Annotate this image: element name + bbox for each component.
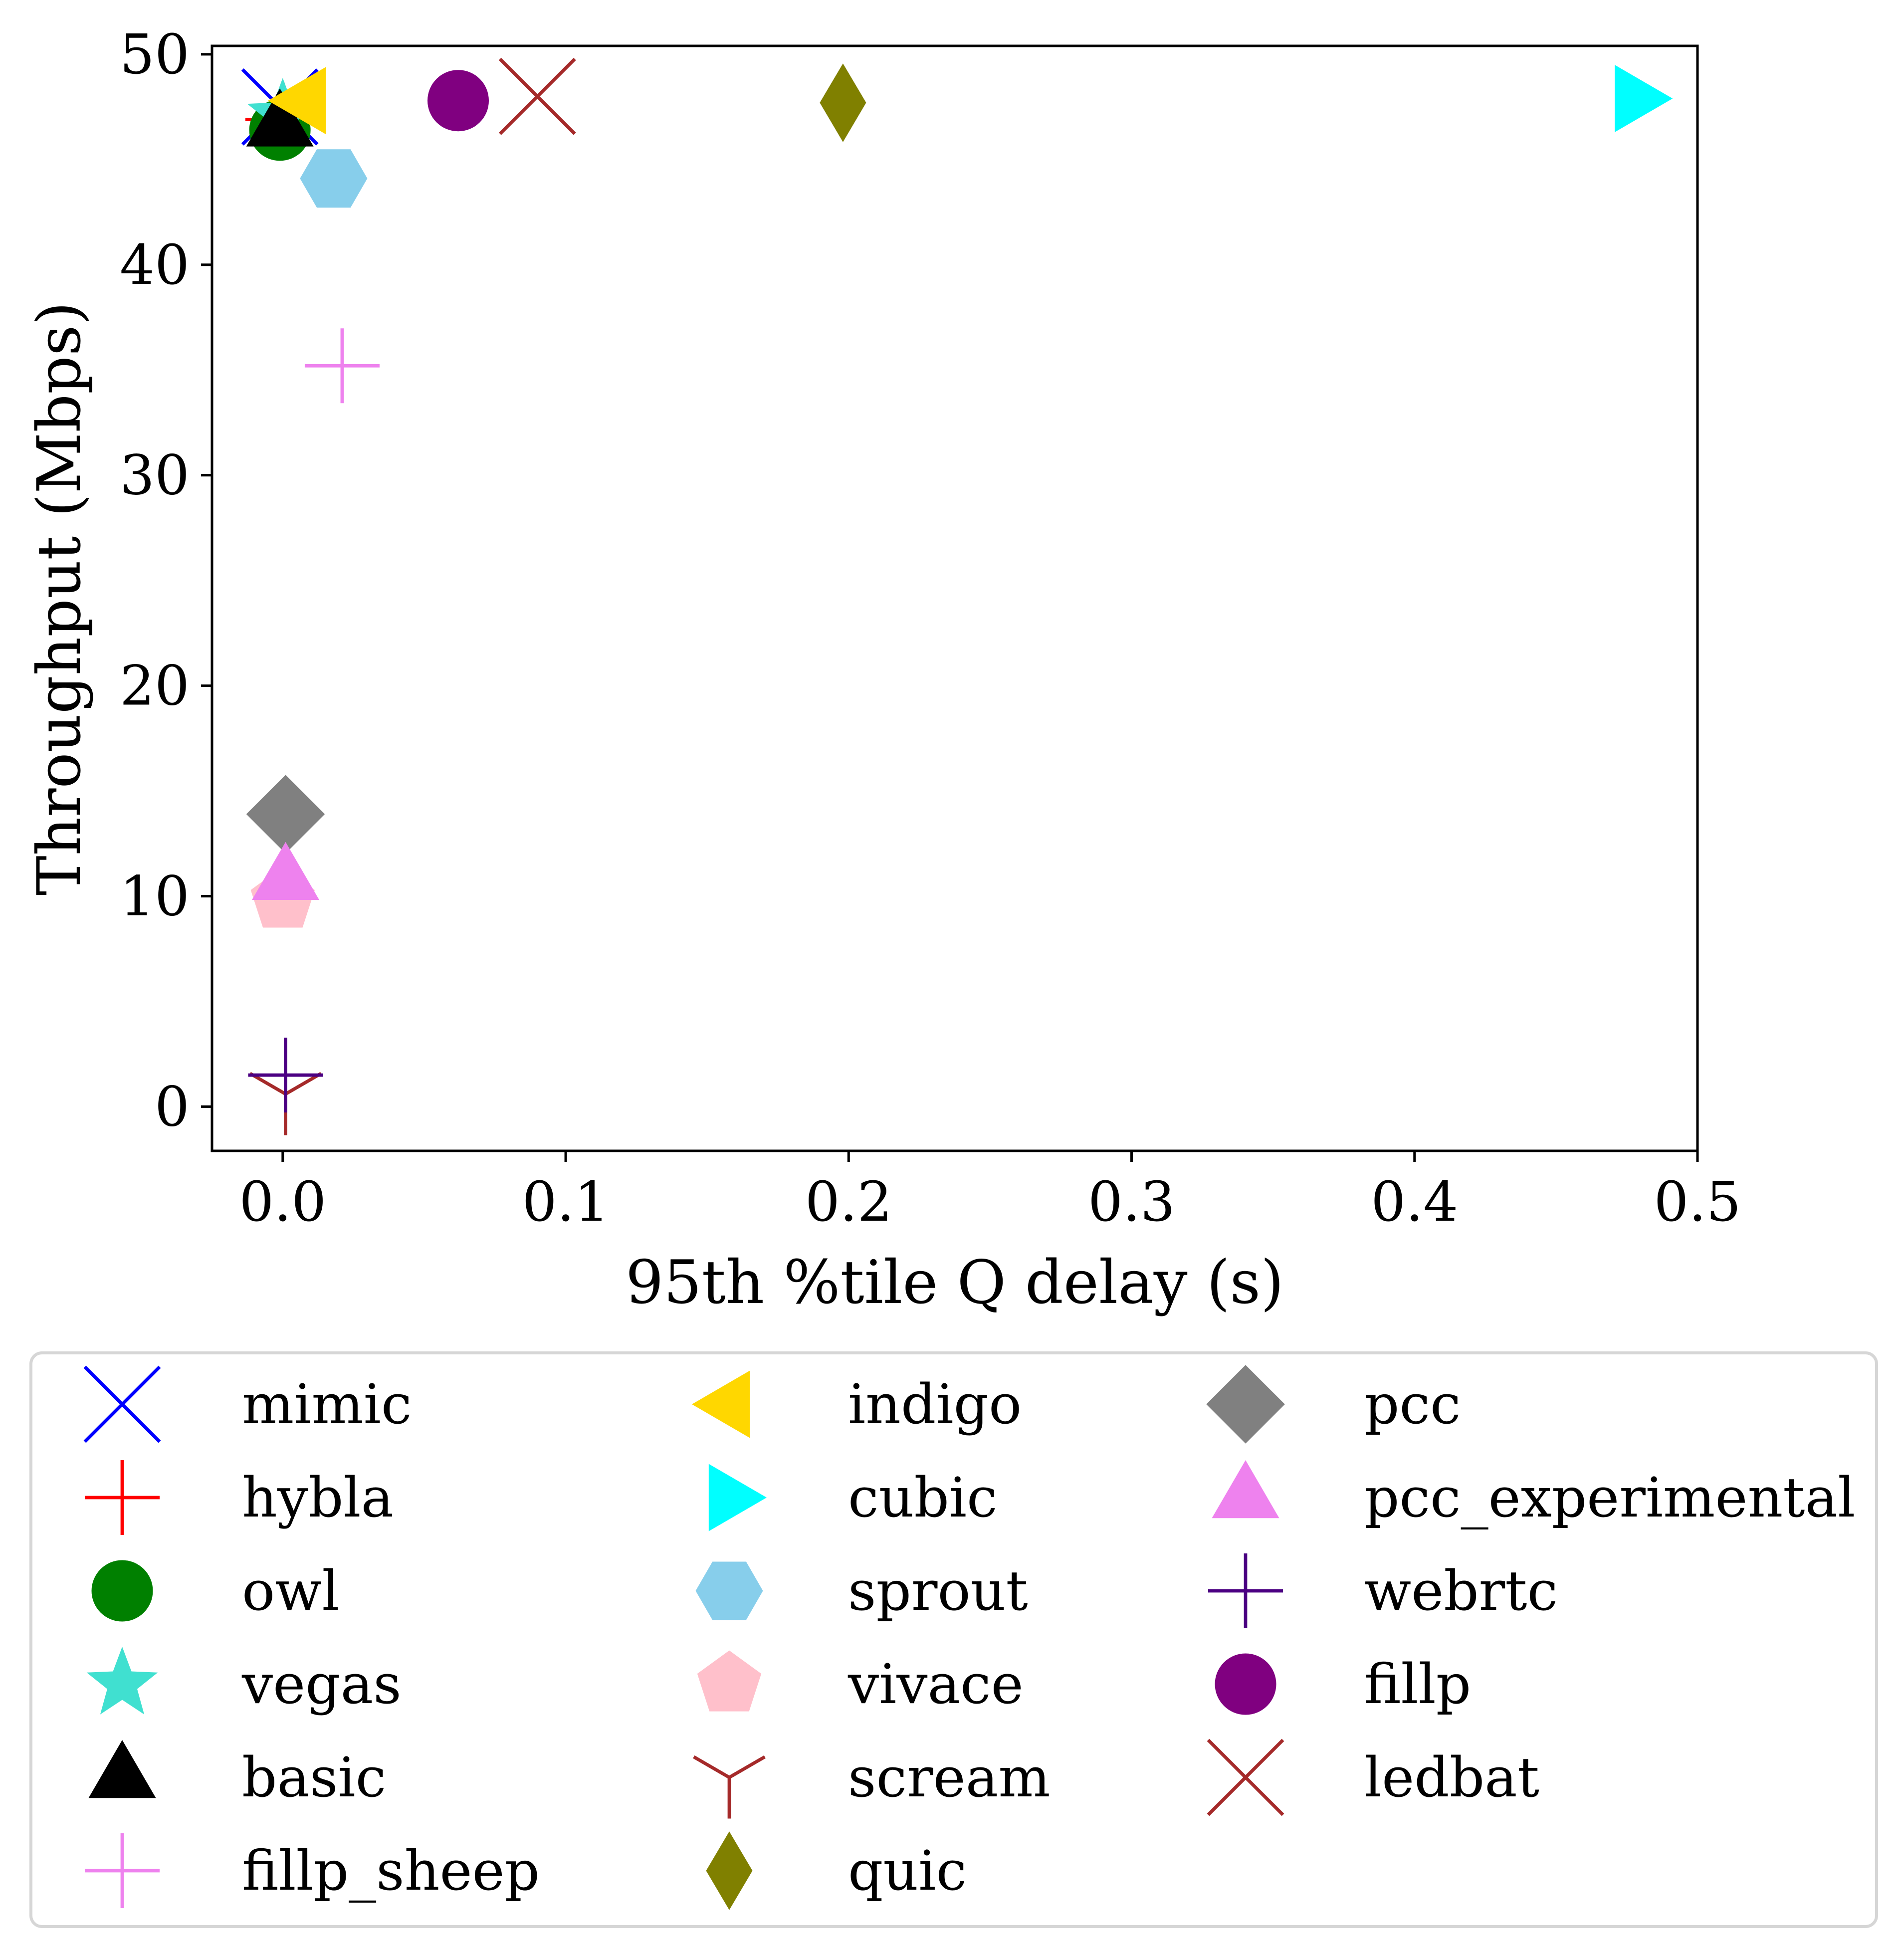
legend-label-mimic: mimic	[242, 1372, 412, 1436]
legend-label-owl: owl	[242, 1559, 340, 1623]
legend-label-vegas: vegas	[241, 1652, 402, 1716]
legend-marker-sprout	[695, 1561, 763, 1620]
y-tick-label: 40	[120, 233, 190, 297]
data-point-indigo	[268, 67, 326, 135]
data-point-fillp	[427, 70, 489, 132]
legend-label-webrtc: webrtc	[1364, 1559, 1558, 1623]
y-axis-label: Throughput (Mbps)	[25, 302, 94, 896]
legend-marker-basic	[88, 1740, 156, 1798]
legend-label-basic: basic	[242, 1745, 386, 1809]
x-tick-label: 0.4	[1371, 1170, 1458, 1234]
data-point-cubic	[1615, 65, 1673, 132]
legend-label-quic: quic	[848, 1839, 967, 1903]
y-tick-label: 20	[120, 654, 190, 718]
y-tick-label: 10	[120, 864, 190, 928]
legend-label-sprout: sprout	[848, 1559, 1028, 1623]
data-point-webrtc	[248, 1038, 323, 1113]
y-tick-label: 50	[120, 22, 190, 86]
legend-label-pcc-experimental: pcc_experimental	[1364, 1466, 1855, 1529]
legend-marker-indigo	[692, 1370, 750, 1438]
legend-marker-fillp-sheep	[85, 1833, 160, 1908]
legend-entries: mimic hybla owl vegas basic fillp_sheep indigo…	[83, 1365, 1855, 1910]
legend-label-ledbat: ledbat	[1364, 1745, 1539, 1809]
x-tick-label: 0.5	[1654, 1170, 1741, 1234]
legend-marker-ledbat	[1207, 1739, 1284, 1816]
data-point-ledbat	[498, 57, 576, 135]
legend: mimic hybla owl vegas basic fillp_sheep indigo…	[29, 1351, 1878, 1928]
legend-label-cubic: cubic	[848, 1466, 998, 1529]
x-tick-label: 0.2	[805, 1170, 892, 1234]
legend-marker-scream	[693, 1755, 766, 1819]
x-tick-label: 0.0	[239, 1170, 326, 1234]
plot-frame	[211, 44, 1699, 1152]
legend-label-vivace: vivace	[847, 1652, 1024, 1716]
data-point-fillp-sheep	[304, 328, 380, 404]
legend-marker-quic	[706, 1831, 753, 1910]
x-tick-label: 0.1	[522, 1170, 610, 1234]
legend-marker-vegas	[86, 1647, 158, 1715]
legend-label-scream: scream	[848, 1745, 1051, 1809]
data-point-sprout	[300, 149, 368, 208]
legend-marker-cubic	[708, 1464, 767, 1531]
legend-marker-pcc-experimental	[1212, 1460, 1279, 1519]
legend-label-hybla: hybla	[242, 1466, 394, 1529]
y-axis-ticks: 0 10 20 30 40 50	[120, 22, 212, 1138]
legend-frame	[29, 1351, 1878, 1928]
legend-marker-webrtc	[1208, 1553, 1283, 1628]
data-point-pcc-experimental	[252, 842, 319, 900]
x-axis-ticks: 0.0 0.1 0.2 0.3 0.4 0.5	[239, 1151, 1741, 1234]
data-point-quic	[820, 63, 866, 142]
data-markers	[241, 57, 1673, 1135]
legend-label-fillp: fillp	[1364, 1652, 1471, 1716]
legend-label-fillp-sheep: fillp_sheep	[242, 1839, 540, 1903]
legend-label-pcc: pcc	[1364, 1372, 1461, 1436]
legend-marker-owl	[91, 1560, 153, 1622]
data-point-basic	[246, 88, 314, 147]
plot-area: 0.0 0.1 0.2 0.3 0.4 0.5 0 10 20 30 40 50	[120, 22, 1741, 1234]
y-tick-label: 0	[155, 1075, 190, 1138]
legend-marker-pcc	[1206, 1365, 1285, 1444]
legend-marker-fillp	[1215, 1653, 1276, 1715]
legend-marker-vivace	[697, 1650, 762, 1712]
legend-marker-hybla	[85, 1460, 160, 1535]
legend-marker-mimic	[83, 1365, 161, 1443]
y-tick-label: 30	[120, 443, 190, 507]
x-tick-label: 0.3	[1088, 1170, 1175, 1234]
x-axis-label: 95th %tile Q delay (s)	[626, 1248, 1284, 1317]
data-point-pcc	[246, 775, 325, 854]
legend-label-indigo: indigo	[848, 1372, 1022, 1436]
